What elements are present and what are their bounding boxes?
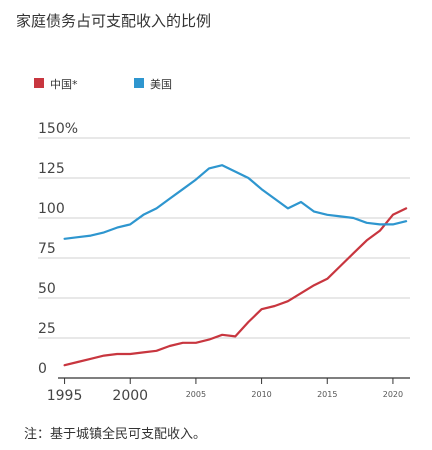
y-tick-label: 25 [38, 321, 56, 337]
y-tick-label: 150% [38, 121, 78, 137]
chart-note: 注：基于城镇全民可支配收入。 [24, 426, 206, 442]
x-tick-label: 2000 [112, 388, 148, 404]
x-tick-label: 2005 [186, 390, 206, 399]
series-line-us [63, 164, 408, 240]
gridlines [38, 137, 410, 379]
series-lines [63, 164, 408, 367]
series-line-china [63, 207, 408, 367]
chart-title: 家庭债务占可支配收入的比例 [16, 12, 211, 30]
x-axis-ticks: 1995 2000 2005 2010 2015 2020 [47, 378, 403, 404]
y-axis-ticks: 0 25 50 75 100 125 150% [38, 121, 78, 377]
x-tick-label: 2010 [251, 390, 271, 399]
legend-label-china: 中国* [50, 78, 78, 91]
legend-label-us: 美国 [150, 78, 172, 91]
y-tick-label: 75 [38, 241, 56, 257]
legend-swatch-china [34, 78, 44, 88]
x-tick-label: 2015 [317, 390, 337, 399]
y-tick-label: 0 [38, 361, 47, 377]
legend-swatch-us [134, 78, 144, 88]
y-tick-label: 50 [38, 281, 56, 297]
y-tick-label: 100 [38, 201, 65, 217]
x-tick-label: 1995 [47, 388, 83, 404]
legend: 中国* 美国 [34, 78, 172, 91]
y-tick-label: 125 [38, 161, 65, 177]
x-tick-label: 2020 [383, 390, 403, 399]
